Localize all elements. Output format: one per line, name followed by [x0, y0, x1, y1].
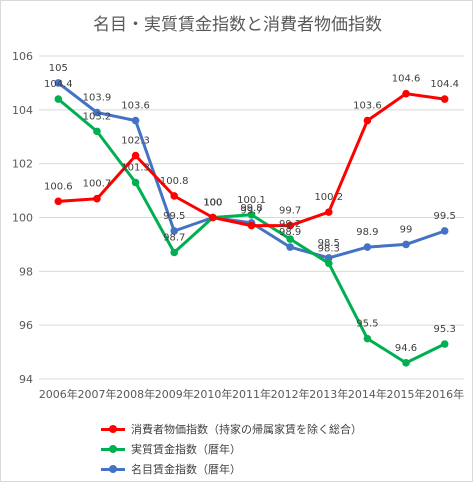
data-label: 103.6	[121, 101, 150, 112]
legend-item: 名目賃金指数（暦年）	[101, 459, 362, 479]
data-label: 99.5	[434, 211, 456, 222]
data-label: 102.3	[121, 136, 150, 147]
legend-item: 消費者物価指数（持家の帰属家賃を除く総合）	[101, 419, 362, 439]
data-label: 98.9	[279, 227, 301, 238]
data-label: 104.4	[44, 79, 73, 90]
data-label: 99.7	[279, 206, 301, 217]
data-label: 100.7	[83, 179, 112, 190]
x-tick-label: 2007年	[77, 387, 116, 401]
data-point	[324, 259, 333, 268]
chart-title: 名目・実質賃金指数と消費者物価指数	[93, 15, 382, 35]
data-point	[54, 95, 63, 103]
series-line	[57, 81, 446, 260]
y-tick-label: 96	[19, 319, 33, 332]
legend-swatch	[101, 464, 125, 474]
data-label: 100	[203, 198, 222, 209]
data-point	[93, 194, 101, 203]
legend-item: 実質賃金指数（暦年）	[101, 439, 362, 459]
data-point	[93, 127, 101, 136]
x-tick-label: 2011年	[232, 387, 271, 401]
x-tick-label: 2010年	[193, 387, 232, 401]
data-label: 99.7	[240, 206, 262, 217]
data-point	[170, 248, 179, 257]
data-point	[131, 116, 140, 125]
data-label: 101.3	[121, 163, 150, 174]
data-label: 103.9	[83, 93, 112, 104]
data-label: 100	[203, 198, 222, 209]
data-point	[286, 221, 294, 230]
data-point	[170, 227, 179, 235]
data-point	[363, 243, 372, 251]
data-point	[54, 79, 63, 87]
y-tick-label: 98	[19, 265, 33, 278]
data-point	[363, 116, 372, 125]
data-label: 95.5	[356, 319, 378, 330]
data-point	[286, 243, 294, 251]
legend-label: 実質賃金指数（暦年）	[131, 443, 241, 456]
series-line	[57, 97, 446, 365]
legend-swatch	[101, 424, 125, 434]
data-label: 99.8	[240, 203, 262, 214]
x-tick-label: 2016年	[425, 387, 464, 401]
y-tick-label: 94	[19, 373, 33, 386]
data-point	[209, 213, 217, 222]
data-point	[131, 178, 140, 187]
data-label: 98.3	[318, 243, 340, 254]
y-tick-label: 102	[12, 158, 33, 171]
data-label: 99.5	[163, 211, 185, 222]
data-point	[440, 95, 449, 103]
data-label: 100.1	[237, 195, 266, 206]
data-point	[363, 334, 372, 343]
data-point	[286, 235, 294, 243]
legend-label: 名目賃金指数（暦年）	[131, 463, 241, 476]
data-label: 100.6	[44, 181, 73, 192]
data-label: 99	[400, 224, 413, 235]
x-tick-label: 2012年	[271, 387, 310, 401]
data-label: 98.9	[356, 227, 378, 238]
data-label: 95.3	[434, 324, 456, 335]
y-tick-label: 100	[12, 212, 33, 225]
x-tick-label: 2006年	[39, 387, 78, 401]
data-label: 98.5	[318, 238, 340, 249]
data-label: 100	[203, 198, 222, 209]
data-point	[247, 211, 256, 219]
x-tick-label: 2014年	[348, 387, 387, 401]
data-label: 100.8	[160, 176, 189, 187]
data-point	[402, 240, 410, 249]
data-label: 103.6	[353, 101, 382, 112]
x-tick-label: 2009年	[155, 387, 194, 401]
data-label: 98.7	[163, 232, 185, 243]
data-label: 103.2	[83, 111, 112, 122]
data-point	[440, 227, 449, 235]
data-label: 105	[49, 63, 68, 74]
x-tick-label: 2015年	[387, 387, 426, 401]
data-point	[247, 221, 256, 230]
data-label: 104.6	[392, 74, 421, 85]
y-tick-label: 104	[12, 104, 33, 117]
legend-swatch	[101, 444, 125, 454]
x-tick-label: 2008年	[116, 387, 155, 401]
data-point	[170, 192, 179, 200]
data-point	[324, 208, 333, 216]
data-point	[402, 359, 410, 367]
data-point	[54, 197, 63, 206]
data-label: 99.2	[279, 219, 301, 230]
x-tick-label: 2013年	[309, 387, 348, 401]
data-point	[131, 151, 140, 160]
data-point	[324, 254, 333, 262]
data-label: 104.4	[430, 79, 459, 90]
y-tick-label: 106	[12, 50, 33, 63]
data-point	[93, 108, 101, 117]
data-point	[402, 89, 410, 98]
data-label: 94.6	[395, 343, 417, 354]
data-label: 100.2	[314, 192, 343, 203]
data-point	[440, 340, 449, 348]
legend-label: 消費者物価指数（持家の帰属家賃を除く総合）	[131, 423, 362, 436]
chart-legend: 消費者物価指数（持家の帰属家賃を除く総合） 実質賃金指数（暦年） 名目賃金指数（暦年…	[101, 419, 362, 479]
